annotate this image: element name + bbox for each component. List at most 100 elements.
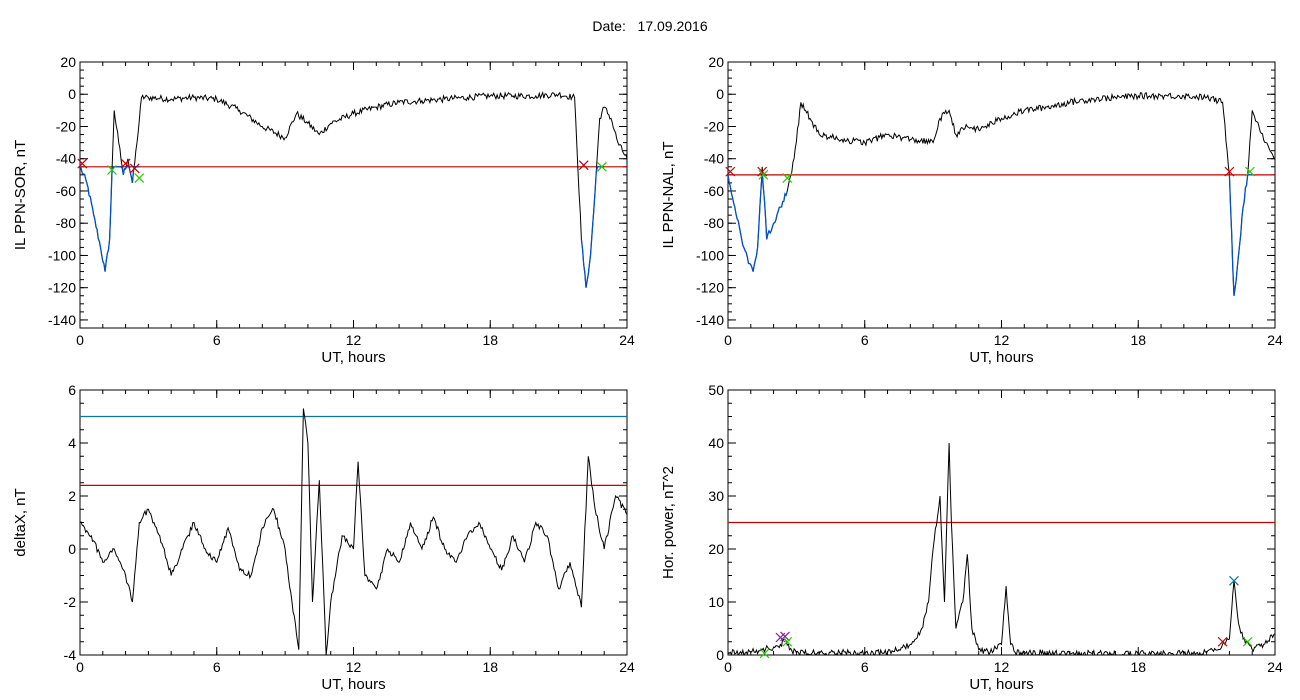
marker-x — [725, 166, 736, 177]
highlight-segment — [728, 174, 788, 272]
y-tick-label: -20 — [704, 118, 724, 134]
x-tick-label: 12 — [346, 659, 362, 675]
y-tick-label: -100 — [696, 247, 724, 263]
marker-x — [757, 166, 768, 177]
y-tick-label: -20 — [56, 118, 76, 134]
x-axis-label: UT, hours — [969, 349, 1033, 366]
marker-x — [106, 165, 117, 175]
panel-1: 0 6 12 18 24 20 0 -20 -40 -60 -80 -100 -120 -140 UT, h… — [12, 54, 635, 366]
marker-x — [1242, 636, 1253, 647]
highlight-segment — [80, 166, 140, 272]
y-tick-label: 50 — [708, 382, 724, 398]
marker-x — [1217, 636, 1228, 647]
y-tick-label: 0 — [716, 647, 724, 663]
x-tick-label: 12 — [994, 659, 1010, 675]
x-tick-label: 24 — [619, 332, 635, 348]
y-tick-label: -140 — [48, 312, 76, 328]
x-tick-label: 12 — [994, 332, 1010, 348]
y-tick-label: 40 — [708, 435, 724, 451]
y-tick-label: 30 — [708, 488, 724, 504]
y-tick-label: -40 — [704, 151, 724, 167]
y-tick-label: -60 — [56, 183, 76, 199]
x-tick-label: 0 — [724, 332, 732, 348]
data-area — [80, 90, 627, 288]
marker-x — [120, 158, 131, 169]
y-tick-label: 0 — [68, 541, 76, 557]
x-axis-label: UT, hours — [969, 676, 1033, 693]
y-axis-label: Hor. power, nT^2 — [660, 466, 677, 579]
plot-frame — [79, 61, 628, 329]
marker-x — [77, 158, 88, 169]
marker-x — [782, 173, 793, 183]
marker-x — [759, 648, 770, 659]
x-tick-label: 6 — [213, 332, 221, 348]
y-tick-label: 0 — [716, 86, 724, 102]
marker-x — [597, 161, 607, 172]
date-label: Date: — [592, 18, 626, 34]
y-axis-label: IL PPN-SOR, nT — [12, 140, 29, 250]
x-tick-label: 18 — [1130, 332, 1146, 348]
y-tick-label: -80 — [56, 215, 76, 231]
y-tick-label: -100 — [48, 247, 76, 263]
y-tick-label: 6 — [68, 382, 76, 398]
y-tick-label: -60 — [704, 183, 724, 199]
x-tick-label: 6 — [861, 332, 869, 348]
y-tick-label: 20 — [60, 54, 76, 70]
series-line — [80, 90, 627, 288]
data-area — [728, 91, 1275, 296]
plot-frame — [727, 61, 1276, 329]
x-tick-label: 0 — [76, 332, 84, 348]
highlight-segment — [580, 166, 605, 288]
plot-frame — [79, 389, 628, 656]
data-area — [728, 442, 1275, 655]
y-tick-label: -120 — [48, 280, 76, 296]
x-tick-label: 18 — [482, 659, 498, 675]
marker-x — [578, 160, 589, 171]
y-tick-label: -120 — [696, 280, 724, 296]
panel-3: 0 6 12 18 24 6 4 2 0 -2 -4 UT, hours deltaX, nT — [12, 382, 635, 693]
x-axis-label: UT, hours — [321, 349, 385, 366]
marker-x — [1224, 166, 1235, 177]
y-tick-label: 20 — [708, 541, 724, 557]
y-tick-label: -2 — [64, 594, 77, 610]
panel-4: 0 6 12 18 24 50 40 30 20 10 0 UT, hours Hor. power, … — [660, 382, 1283, 693]
series-line — [728, 442, 1275, 655]
y-tick-label: 4 — [68, 435, 76, 451]
y-axis-label: IL PPN-NAL, nT — [660, 142, 677, 249]
y-tick-label: 0 — [68, 86, 76, 102]
y-tick-label: -80 — [704, 215, 724, 231]
data-area — [80, 408, 627, 655]
marker-x — [134, 173, 145, 183]
series-line — [728, 91, 1275, 296]
y-axis-label: deltaX, nT — [12, 488, 29, 556]
x-tick-label: 18 — [482, 332, 498, 348]
x-tick-label: 0 — [76, 659, 84, 675]
y-tick-label: 2 — [68, 488, 76, 504]
y-tick-label: -140 — [696, 312, 724, 328]
marker-x — [780, 631, 790, 642]
x-tick-label: 18 — [1130, 659, 1146, 675]
marker-x — [1245, 166, 1255, 177]
page-title: Date: 17.09.2016 — [0, 18, 1300, 34]
x-tick-label: 6 — [861, 659, 869, 675]
marker-x — [1229, 575, 1239, 586]
x-tick-label: 12 — [346, 332, 362, 348]
x-tick-label: 24 — [1267, 332, 1283, 348]
y-tick-label: -40 — [56, 151, 76, 167]
x-tick-label: 24 — [1267, 659, 1283, 675]
y-tick-label: 20 — [708, 54, 724, 70]
series-line — [80, 408, 627, 655]
marker-x — [758, 169, 769, 180]
y-tick-label: -4 — [64, 647, 77, 663]
x-tick-label: 24 — [619, 659, 635, 675]
x-tick-label: 6 — [213, 659, 221, 675]
y-tick-label: 10 — [708, 594, 724, 610]
marker-x — [782, 636, 793, 647]
panel-2: 0 6 12 18 24 20 0 -20 -40 -60 -80 -100 -120 -140 UT, h… — [660, 54, 1283, 366]
marker-x — [129, 163, 140, 174]
x-axis-label: UT, hours — [321, 676, 385, 693]
x-tick-label: 0 — [724, 659, 732, 675]
date-value: 17.09.2016 — [637, 18, 708, 34]
highlight-segment — [1228, 174, 1253, 296]
